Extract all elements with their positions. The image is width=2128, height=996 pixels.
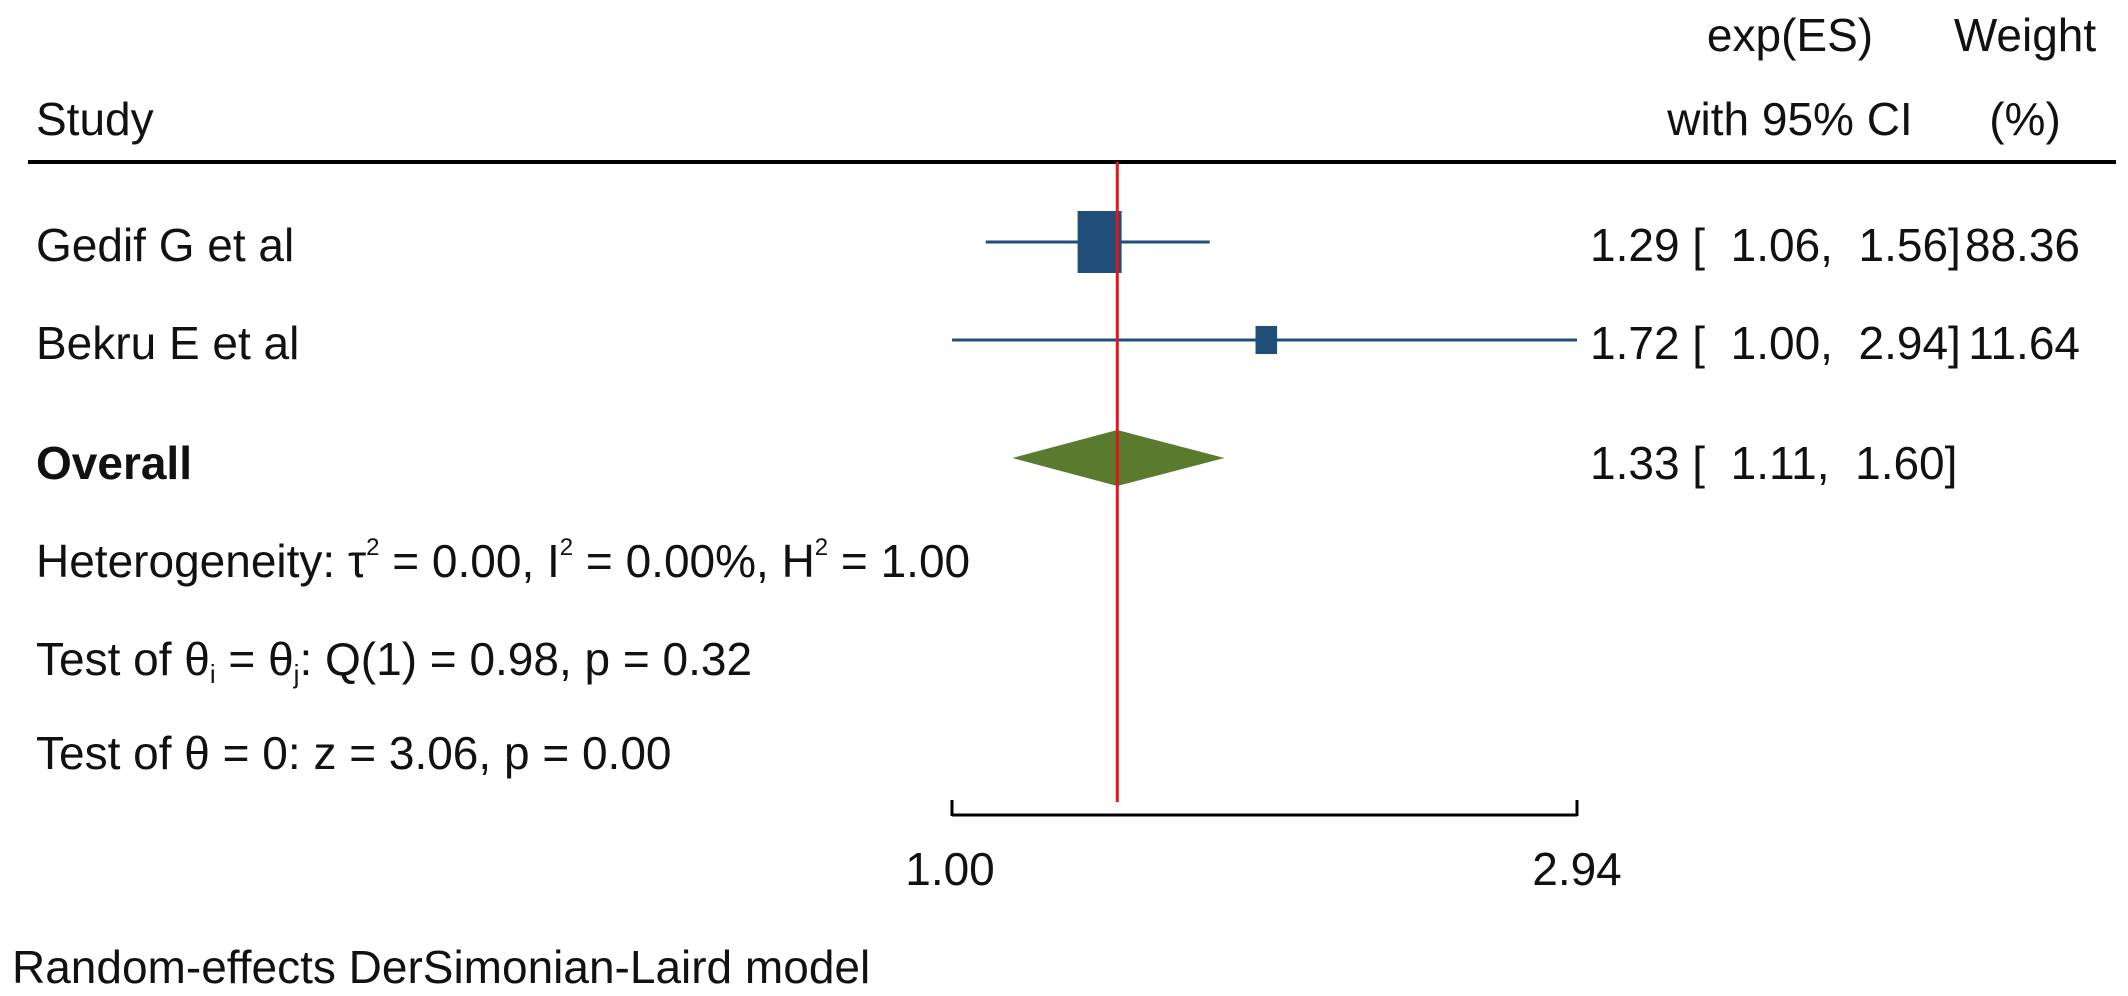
study-marker	[1255, 325, 1278, 355]
overall-ci-text: 1.33 [ 1.11, 1.60]	[1590, 437, 1958, 489]
study-label: Bekru E et al	[36, 317, 300, 369]
study-label: Gedif G et al	[36, 219, 295, 271]
header-es-line2: with 95% CI	[1667, 93, 1913, 145]
study-weight: 88.36	[1964, 219, 2080, 271]
heterogeneity-text: Heterogeneity: τ2 = 0.00, I2 = 0.00%, H2…	[36, 534, 971, 587]
header-study: Study	[36, 93, 154, 145]
x-tick-label: 1.00	[905, 843, 995, 895]
study-marker	[1077, 211, 1122, 273]
overall-label: Overall	[36, 437, 192, 489]
study-ci-text: 1.72 [ 1.00, 2.94]	[1590, 317, 1961, 369]
test-z-text: Test of θ = 0: z = 3.06, p = 0.00	[36, 727, 672, 779]
model-note: Random-effects DerSimonian-Laird model	[12, 941, 871, 993]
header-weight-line1: Weight	[1953, 9, 2097, 61]
study-ci-text: 1.29 [ 1.06, 1.56]	[1590, 219, 1961, 271]
header-weight-line2: (%)	[1989, 93, 2061, 145]
test-q-text: Test of θi = θj: Q(1) = 0.98, p = 0.32	[36, 633, 753, 689]
header-es-line1: exp(ES)	[1706, 9, 1874, 61]
x-tick-label: 2.94	[1532, 843, 1622, 895]
study-weight: 11.64	[1968, 317, 2080, 369]
